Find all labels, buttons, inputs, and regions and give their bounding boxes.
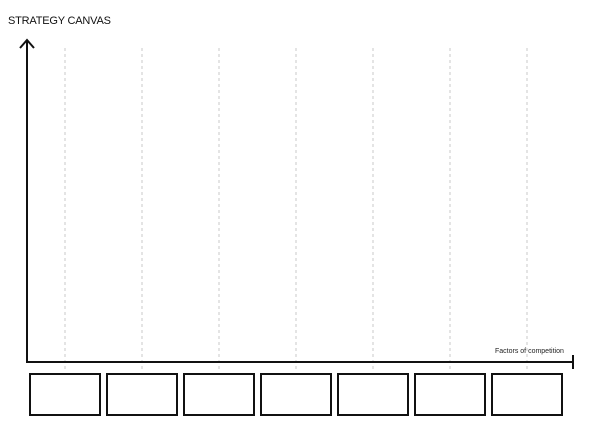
factor-box-5[interactable] [337,373,409,416]
factor-box-7[interactable] [491,373,563,416]
factor-box-4[interactable] [260,373,332,416]
x-axis-label: Factors of competition [495,348,564,355]
y-axis-arrow-icon [19,38,35,49]
factor-box-3[interactable] [183,373,255,416]
canvas-title: STRATEGY CANVAS [8,15,111,27]
factor-box-6[interactable] [414,373,486,416]
factor-box-2[interactable] [106,373,178,416]
factor-box-1[interactable] [29,373,101,416]
